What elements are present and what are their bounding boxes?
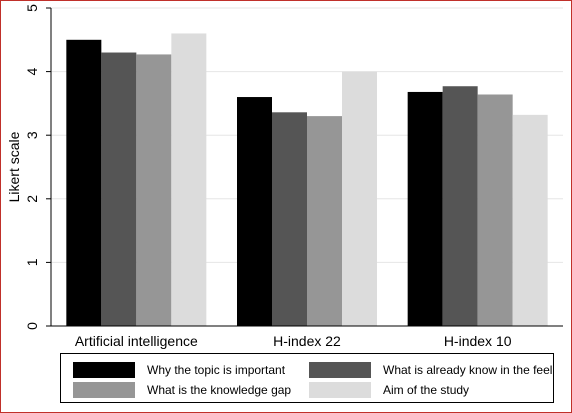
bar xyxy=(477,94,513,326)
bar-chart: Artificial intelligence H-index 22 H-index… xyxy=(6,4,563,349)
bar xyxy=(171,33,207,326)
bar xyxy=(442,86,478,326)
bar xyxy=(136,54,172,326)
bar xyxy=(512,114,548,327)
legend-label: What is already know in the feel xyxy=(383,363,553,377)
chart-legend: Why the topic is important What is alrea… xyxy=(60,353,554,403)
legend-item-why-topic-important: Why the topic is important xyxy=(73,361,285,379)
legend-swatch xyxy=(309,362,371,378)
bar xyxy=(307,116,342,327)
legend-item-knowledge-gap: What is the knowledge gap xyxy=(73,381,291,399)
legend-swatch xyxy=(73,382,135,398)
legend-item-aim-of-study: Aim of the study xyxy=(309,381,469,399)
bar xyxy=(101,52,137,327)
bar xyxy=(66,39,102,327)
bar xyxy=(237,97,272,326)
y-tick-label: 0 xyxy=(24,322,40,330)
y-tick-label: 3 xyxy=(24,131,40,139)
x-tick-label: H-index 22 xyxy=(273,333,341,349)
legend-label: Why the topic is important xyxy=(147,363,286,377)
bar xyxy=(407,91,443,327)
y-tick-label: 2 xyxy=(24,195,40,203)
y-tick-label: 1 xyxy=(24,258,40,266)
bar xyxy=(342,71,377,326)
x-tick-label: Artificial intelligence xyxy=(75,333,198,349)
legend-label: Aim of the study xyxy=(383,383,470,397)
y-tick-label: 4 xyxy=(24,67,40,75)
legend-item-what-already-known: What is already know in the feel xyxy=(309,361,552,379)
legend-swatch xyxy=(73,362,135,378)
legend-label: What is the knowledge gap xyxy=(147,383,292,397)
y-axis-title: Likert scale xyxy=(6,131,22,202)
bar xyxy=(272,112,307,326)
legend-swatch xyxy=(309,382,371,398)
y-tick-label: 5 xyxy=(24,4,40,12)
x-tick-label: H-index 10 xyxy=(444,333,512,349)
